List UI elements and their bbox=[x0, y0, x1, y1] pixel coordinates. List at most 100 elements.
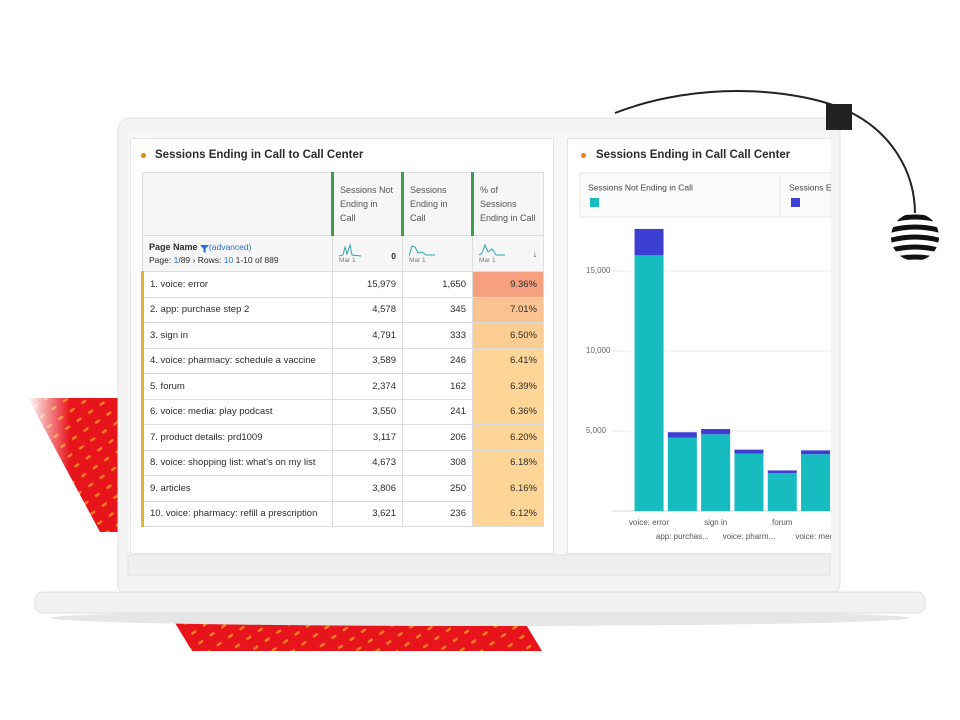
bar-segment bbox=[801, 454, 831, 511]
y-tick-label: 10,000 bbox=[586, 346, 611, 355]
cell-value: 308 bbox=[402, 449, 473, 476]
dot bbox=[581, 153, 586, 158]
table-panel: Sessions Ending in Call to Call Center S… bbox=[130, 138, 554, 554]
cell-value: 6.20% bbox=[472, 424, 544, 451]
page-label: Page: bbox=[149, 254, 172, 265]
x-tick-label: app: purchas... bbox=[656, 532, 709, 541]
cell-value: 9.36% bbox=[472, 271, 544, 298]
row-label: 6. voice: media: play podcast bbox=[141, 398, 333, 425]
column-header[interactable]: % of Sessions Ending in Call bbox=[471, 172, 544, 236]
table-row[interactable]: 7. product details: prd1009 3,117 206 6.20% bbox=[141, 424, 544, 451]
cell-value: 6.50% bbox=[472, 322, 544, 349]
cell-value: 6.41% bbox=[472, 347, 544, 374]
cell-value: 6.16% bbox=[472, 475, 544, 502]
sparkline-value: 0 bbox=[391, 251, 396, 261]
cell-value: 7.01% bbox=[472, 296, 544, 323]
table-row[interactable]: 5. forum 2,374 162 6.39% bbox=[141, 373, 544, 400]
cell-value: 15,979 bbox=[332, 271, 403, 298]
cell-value: 3,621 bbox=[332, 500, 403, 527]
sort-arrow[interactable]: ↓ bbox=[532, 249, 537, 259]
sparkline-label: Mar 1 bbox=[479, 257, 496, 264]
x-tick-label: sign in bbox=[704, 518, 727, 527]
bar-segment bbox=[634, 255, 664, 511]
sparkline-cell: ↓ Mar 1 bbox=[472, 235, 544, 272]
row-range: 1-10 of 889 bbox=[235, 254, 279, 265]
chart: 5,000 10,000 15,000 Sessions Not Ending in … bbox=[579, 172, 831, 541]
rows-number[interactable]: 10 bbox=[223, 254, 234, 265]
bar-segment bbox=[734, 449, 764, 454]
cell-value: 6.39% bbox=[472, 373, 544, 400]
chart-panel: Sessions Ending in Call Call Center 5,00… bbox=[567, 138, 831, 554]
dimension-label: Page Name bbox=[149, 242, 198, 253]
cell-value: 6.36% bbox=[472, 398, 544, 425]
y-tick-label: 5,000 bbox=[586, 426, 607, 435]
page-number[interactable]: 1 bbox=[173, 254, 179, 265]
bar-segment bbox=[701, 434, 731, 511]
bar-segment bbox=[801, 450, 831, 455]
bar-segment bbox=[767, 473, 797, 511]
sparkline bbox=[339, 243, 361, 257]
square bbox=[826, 104, 852, 130]
filter-icon[interactable] bbox=[199, 244, 209, 253]
cell-value: 4,673 bbox=[332, 449, 403, 476]
row-label: 3. sign in bbox=[141, 322, 333, 349]
table-row[interactable]: 1. voice: error 15,979 1,650 9.36% bbox=[141, 271, 544, 298]
cell-value: 206 bbox=[402, 424, 473, 451]
laptop-base bbox=[34, 591, 926, 614]
page-count: /89 bbox=[178, 254, 191, 265]
bar-segment bbox=[701, 429, 731, 435]
dimension-cell: Page Name (advanced) Page: 1/89 › Rows: … bbox=[142, 235, 333, 272]
cell-value: 6.12% bbox=[472, 500, 544, 527]
legend-label: Sessions Not Ending in Call bbox=[588, 182, 693, 192]
rows-label: Rows: bbox=[197, 254, 222, 265]
row-label: 4. voice: pharmacy: schedule a vaccine bbox=[141, 347, 333, 374]
shadow bbox=[50, 610, 910, 626]
bottom-bar bbox=[127, 554, 831, 576]
x-tick-label: forum bbox=[772, 518, 793, 527]
cell-value: 4,791 bbox=[332, 322, 403, 349]
chevron[interactable]: › bbox=[192, 254, 196, 265]
cell-value: 241 bbox=[402, 398, 473, 425]
x-tick-label: voice: pharm... bbox=[723, 532, 775, 541]
cell-value: 3,806 bbox=[332, 475, 403, 502]
row-label: 9. articles bbox=[141, 475, 333, 502]
table-body: 1. voice: error 15,979 1,650 9.36% 2. app: p… bbox=[141, 271, 544, 527]
cell-value: 6.18% bbox=[472, 449, 544, 476]
cell-value: 3,550 bbox=[332, 398, 403, 425]
sparkline-cell: Mar 1 bbox=[402, 235, 473, 272]
table-row[interactable]: 3. sign in 4,791 333 6.50% bbox=[141, 322, 544, 349]
cell-value: 246 bbox=[402, 347, 473, 374]
cell-value: 162 bbox=[402, 373, 473, 400]
dot bbox=[141, 153, 146, 158]
bar-segment bbox=[667, 437, 697, 511]
cell-value: 345 bbox=[402, 296, 473, 323]
row-label: 5. forum bbox=[141, 373, 333, 400]
column-header[interactable]: Sessions Not Ending in Call bbox=[331, 172, 403, 236]
cell-value: 3,589 bbox=[332, 347, 403, 374]
table-row[interactable]: 4. voice: pharmacy: schedule a vaccine 3,… bbox=[141, 347, 544, 374]
ball bbox=[891, 213, 939, 261]
dimension-row: Page Name (advanced) Page: 1/89 › Rows: … bbox=[142, 235, 544, 272]
column-header[interactable]: Sessions Ending in Call bbox=[401, 172, 473, 236]
bar-segment bbox=[667, 432, 697, 438]
legend-swatch bbox=[590, 198, 599, 207]
x-tick-label: voice: error bbox=[629, 518, 669, 527]
table-row[interactable]: 2. app: purchase step 2 4,578 345 7.01% bbox=[141, 296, 544, 323]
table-row[interactable]: 10. voice: pharmacy: refill a prescripti… bbox=[141, 500, 544, 527]
y-tick-label: 15,000 bbox=[586, 266, 611, 275]
cell-value: 3,117 bbox=[332, 424, 403, 451]
table-row[interactable]: 8. voice: shopping list: what's on my li… bbox=[141, 449, 544, 476]
bar-segment bbox=[734, 453, 764, 511]
row-label: 10. voice: pharmacy: refill a prescripti… bbox=[141, 500, 333, 527]
fade bbox=[28, 398, 98, 532]
bar-segment bbox=[634, 228, 664, 256]
cell-value: 1,650 bbox=[402, 271, 473, 298]
x-tick-label: voice: medi bbox=[795, 532, 831, 541]
legend-label: Sessions E bbox=[789, 182, 831, 192]
sparkline-cell: 0 Mar 1 bbox=[332, 235, 403, 272]
sparkline bbox=[479, 243, 505, 256]
table-row[interactable]: 9. articles 3,806 250 6.16% bbox=[141, 475, 544, 502]
filter-link[interactable]: (advanced) bbox=[208, 242, 252, 253]
table-row[interactable]: 6. voice: media: play podcast 3,550 241 6.3… bbox=[141, 398, 544, 425]
